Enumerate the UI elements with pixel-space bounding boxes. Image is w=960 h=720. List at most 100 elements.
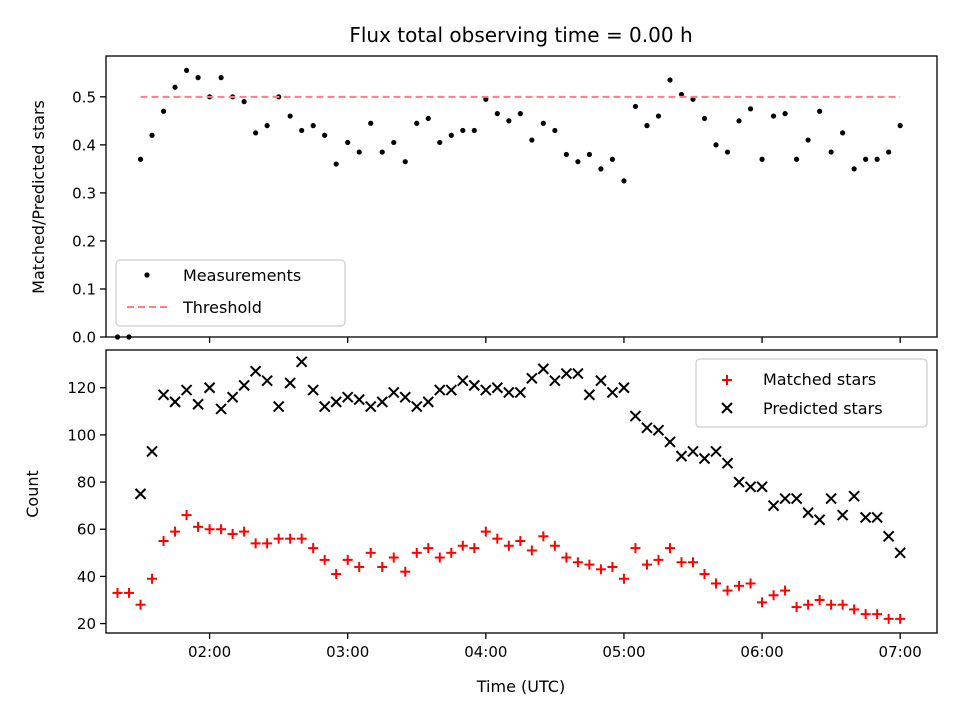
x-tick-label: 02:00 (188, 643, 231, 661)
measurement-point (863, 156, 869, 162)
bottom-axes: 20 40 60 80 100 120 02:00 03:00 04:00 05:00 06:00 0… (67, 349, 938, 661)
y-tick-label: 20 (77, 615, 96, 633)
matched-star-point (664, 543, 675, 554)
measurement-point (253, 130, 259, 136)
top-legend: Measurements Threshold (115, 259, 346, 327)
predicted-star-point (618, 382, 630, 394)
measurement-point (609, 156, 616, 162)
measurement-point (183, 67, 190, 74)
measurement-point (678, 91, 685, 98)
matched-star-point (768, 590, 779, 601)
predicted-star-point (779, 492, 791, 505)
legend-box (115, 259, 346, 327)
measurement-point (345, 139, 351, 146)
top-data-marks (114, 67, 903, 340)
measurement-point (425, 115, 431, 122)
matched-star-point (147, 573, 158, 584)
predicted-star-point (457, 374, 469, 387)
measurement-point (667, 77, 673, 83)
matched-star-point (170, 526, 181, 537)
matched-star-point (423, 543, 434, 554)
predicted-star-point (445, 384, 457, 396)
matched-star-point (515, 536, 526, 547)
x-tick-label: 06:00 (740, 643, 783, 661)
matched-star-point (526, 545, 537, 556)
predicted-star-point (491, 382, 504, 394)
legend-label-measurements: Measurements (183, 266, 301, 285)
matched-star-point (607, 561, 618, 572)
predicted-star-point (871, 511, 883, 524)
measurement-point (241, 99, 247, 105)
predicted-star-point (813, 514, 826, 526)
measurement-point (655, 113, 662, 119)
predicted-star-point (733, 476, 745, 488)
predicted-star-point (526, 372, 538, 385)
matched-star-point (296, 533, 307, 544)
legend-marker-matched (722, 375, 732, 385)
measurement-point (529, 137, 535, 143)
matched-star-point (872, 609, 883, 620)
x-tick-label: 04:00 (464, 643, 507, 661)
matched-star-point (285, 533, 296, 544)
measurement-point (782, 111, 788, 117)
predicted-star-point (629, 410, 642, 422)
measurement-point (264, 123, 270, 129)
legend-box (695, 358, 928, 428)
measurement-point (690, 96, 696, 102)
matched-star-point (538, 531, 549, 542)
predicted-star-point (744, 481, 757, 493)
measurement-point (793, 156, 800, 162)
matched-star-point (687, 557, 698, 568)
predicted-star-point (595, 374, 607, 387)
y-tick-label: 0.2 (72, 232, 96, 250)
matched-star-point (503, 540, 514, 551)
top-y-axis-label: Matched/Predicted stars (29, 100, 48, 294)
measurement-point (402, 159, 408, 165)
predicted-star-point (514, 386, 527, 399)
measurement-point (598, 166, 604, 172)
matched-star-point (239, 526, 250, 537)
predicted-star-point (272, 400, 285, 413)
predicted-star-point (388, 386, 400, 399)
measurement-point (299, 127, 305, 134)
matched-star-point (158, 536, 169, 547)
measurement-point (621, 178, 627, 184)
matched-star-point (400, 566, 411, 577)
matched-star-point (319, 554, 330, 565)
matched-star-point (653, 554, 664, 565)
x-tick-label: 07:00 (879, 643, 922, 661)
predicted-star-point (641, 422, 653, 434)
predicted-star-point (341, 391, 354, 403)
measurement-point (840, 130, 846, 136)
y-tick-label: 0.3 (72, 184, 96, 202)
matched-star-point (699, 569, 710, 580)
predicted-star-point (756, 481, 768, 493)
measurement-point (886, 149, 892, 155)
matched-star-point (757, 597, 768, 608)
predicted-star-point (480, 384, 492, 396)
matched-star-point (549, 540, 560, 551)
matched-star-point (883, 613, 894, 624)
y-tick-label: 100 (67, 426, 96, 444)
predicted-star-point (721, 457, 734, 469)
measurement-point (828, 149, 834, 155)
predicted-star-point (318, 400, 331, 413)
matched-star-point (204, 524, 215, 535)
measurement-point (506, 118, 512, 124)
predicted-star-point (698, 452, 711, 465)
measurement-point (632, 103, 639, 110)
matched-star-point (308, 543, 319, 554)
matched-star-point (457, 540, 468, 551)
predicted-star-point (353, 393, 365, 406)
matched-star-point (711, 578, 722, 589)
x-axis-label: Time (UTC) (476, 677, 565, 696)
matched-star-point (814, 594, 825, 605)
matched-star-point (895, 613, 906, 624)
predicted-star-point (848, 490, 860, 502)
top-axes: 0.0 0.1 0.2 0.3 0.4 0.5 (72, 55, 938, 347)
predicted-star-point (825, 492, 837, 505)
predicted-star-point (411, 400, 423, 413)
matched-star-point (860, 609, 871, 620)
measurement-point (517, 111, 523, 117)
measurement-point (724, 149, 731, 155)
